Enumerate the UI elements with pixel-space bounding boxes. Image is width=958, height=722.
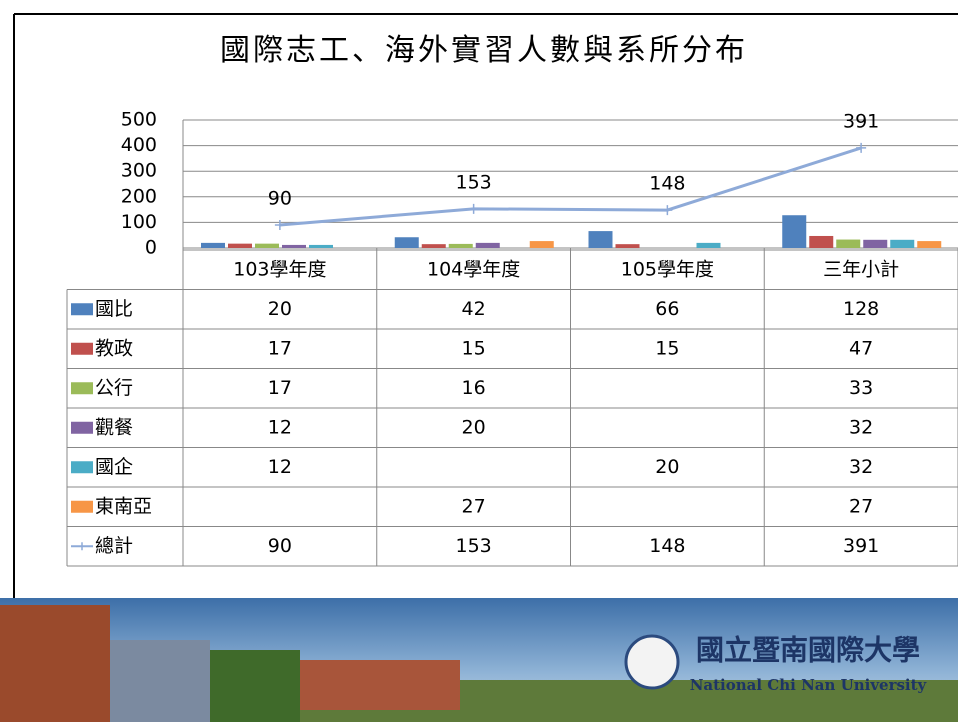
table-cell: 153 [455, 535, 491, 557]
banner-trees [210, 650, 300, 722]
legend-swatch [71, 461, 93, 473]
legend-label: 教政 [95, 337, 133, 359]
legend-label: 公行 [95, 377, 133, 399]
bar [255, 244, 279, 248]
y-tick-label: 0 [145, 237, 157, 259]
table-cell: 90 [268, 535, 292, 557]
bar [890, 240, 914, 248]
bar [449, 244, 473, 248]
banner: 國立暨南國際大學 National Chi Nan University [0, 598, 958, 722]
footer-name-zh: 國立暨南國際大學 [696, 634, 920, 667]
table-cell: 32 [849, 416, 873, 438]
table-cell: 33 [849, 377, 873, 399]
y-tick-label: 300 [121, 160, 157, 182]
x-tick-label: 104學年度 [427, 258, 520, 280]
table-cell: 42 [462, 298, 486, 320]
table-cell: 66 [655, 298, 679, 320]
bar [422, 244, 446, 248]
bar [917, 241, 941, 248]
table-cell: 15 [655, 337, 679, 359]
table-cell: 20 [268, 298, 292, 320]
table-cell: 27 [849, 495, 873, 517]
legend-label: 國比 [95, 298, 133, 320]
bar [228, 244, 252, 248]
data-label: 90 [268, 187, 292, 209]
table-cell: 16 [462, 377, 486, 399]
table-cell: 47 [849, 337, 873, 359]
bar [530, 241, 554, 248]
legend-swatch [71, 501, 93, 513]
legend-label: 觀餐 [95, 416, 133, 438]
bar [863, 240, 887, 248]
bar [616, 244, 640, 248]
y-tick-label: 400 [121, 134, 157, 156]
bar [782, 215, 806, 248]
legend-label: 東南亞 [95, 495, 152, 517]
bar [697, 243, 721, 248]
table-cell: 12 [268, 456, 292, 478]
table-cell: 391 [843, 535, 879, 557]
data-label: 391 [843, 110, 879, 132]
chart-title: 國際志工、海外實習人數與系所分布 [220, 33, 748, 68]
logo [626, 636, 678, 688]
table-cell: 20 [655, 456, 679, 478]
bar [836, 240, 860, 248]
table-cell: 20 [462, 416, 486, 438]
banner-wall [0, 605, 110, 722]
bar [809, 236, 833, 248]
bar [476, 243, 500, 248]
page: {"chart_data": {"type": "bar", "title": … [0, 0, 958, 722]
table-cell: 32 [849, 456, 873, 478]
legend-label: 總計 [95, 535, 133, 557]
table-cell: 17 [268, 377, 292, 399]
bar [589, 231, 613, 248]
table-cell: 27 [462, 495, 486, 517]
legend-swatch [71, 343, 93, 355]
table-cell: 128 [843, 298, 879, 320]
x-tick-label: 103學年度 [233, 258, 326, 280]
bar [201, 243, 225, 248]
x-tick-label: 三年小計 [823, 258, 899, 280]
y-tick-label: 200 [121, 185, 157, 207]
bar [309, 245, 333, 248]
legend-swatch [71, 422, 93, 434]
table-cell: 17 [268, 337, 292, 359]
y-tick-label: 500 [121, 109, 157, 131]
table-cell: 15 [462, 337, 486, 359]
slide: 國際志工、海外實習人數與系所分布 國立暨南國際大學 National Chi N… [0, 0, 958, 722]
bar [282, 245, 306, 248]
footer-name-en: National Chi Nan University [690, 676, 928, 694]
banner-gate [300, 660, 460, 710]
legend-swatch [71, 382, 93, 394]
x-tick-label: 105學年度 [621, 258, 714, 280]
legend-swatch [71, 303, 93, 315]
y-tick-label: 100 [121, 211, 157, 233]
data-label: 153 [455, 171, 491, 193]
table-cell: 148 [649, 535, 685, 557]
data-label: 148 [649, 173, 685, 195]
legend-label: 國企 [95, 456, 133, 478]
banner-building [110, 640, 210, 722]
table-cell: 12 [268, 416, 292, 438]
bar [395, 237, 419, 248]
